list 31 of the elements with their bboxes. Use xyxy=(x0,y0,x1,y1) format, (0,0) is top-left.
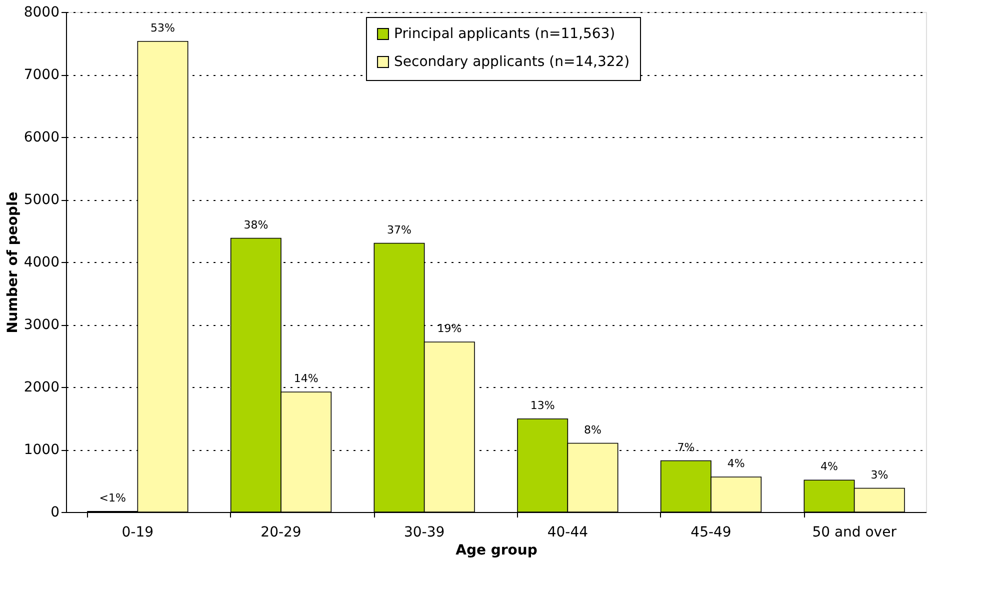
annotation: 4% xyxy=(820,460,838,474)
y-tick-label: 5000 xyxy=(24,192,60,208)
y-tick-label: 1000 xyxy=(24,442,60,458)
x-tick-label: 45-49 xyxy=(690,524,732,540)
legend-label: Principal applicants (n=11,563) xyxy=(394,26,616,42)
y-axis-title: Number of people xyxy=(4,192,21,334)
x-tick-label: 0-19 xyxy=(122,524,154,540)
y-tick-label: 0 xyxy=(50,504,60,520)
y-tick-label: 3000 xyxy=(24,317,60,333)
annotation: 8% xyxy=(584,423,602,436)
y-tick-label: 6000 xyxy=(24,130,60,146)
y-tick-label: 2000 xyxy=(24,380,60,396)
annotation: 3% xyxy=(870,468,888,482)
y-tick-label: 4000 xyxy=(24,254,60,270)
annotation: 4% xyxy=(727,457,745,470)
annotation: 37% xyxy=(387,223,412,236)
annotation: 19% xyxy=(437,322,462,335)
annotation: 38% xyxy=(244,218,268,232)
legend-label: Secondary applicants (n=14,322) xyxy=(394,54,630,70)
annotation: 14% xyxy=(294,372,318,385)
x-tick-label: 20-29 xyxy=(260,524,302,540)
annotation: <1% xyxy=(99,491,126,504)
annotation: 13% xyxy=(530,398,555,412)
x-tick-label: 50 and over xyxy=(812,524,897,540)
y-tick-label: 7000 xyxy=(24,67,60,83)
x-tick-label: 40-44 xyxy=(547,524,588,540)
y-tick-label: 8000 xyxy=(24,4,60,20)
x-tick-label: 30-39 xyxy=(404,524,445,540)
annotation: 53% xyxy=(150,21,175,34)
x-axis-title: Age group xyxy=(456,542,538,558)
annotation: 7% xyxy=(677,440,695,454)
